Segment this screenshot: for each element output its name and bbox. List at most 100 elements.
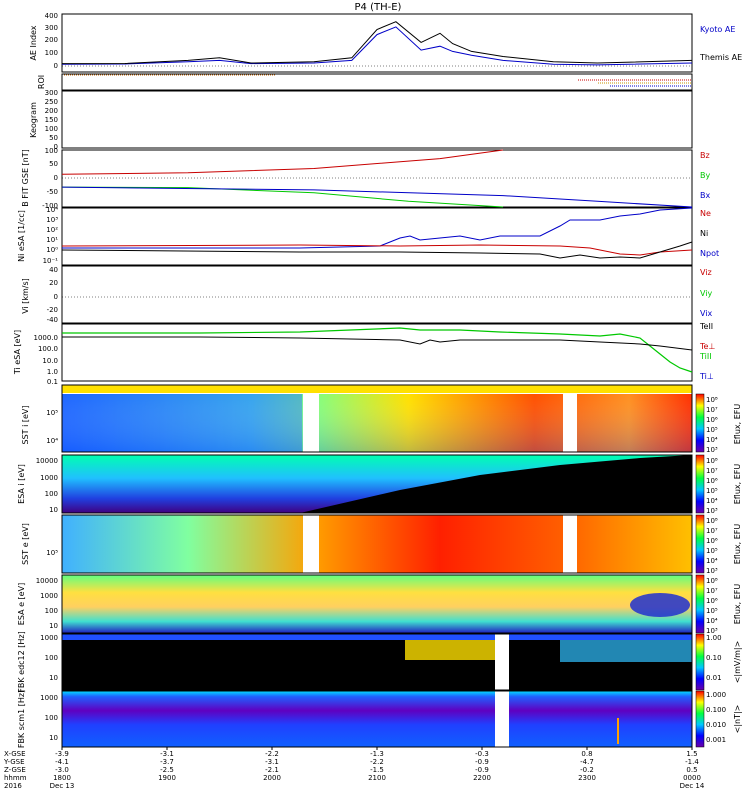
legend-vix: Vix (700, 309, 713, 318)
x-axis-cell: -1.5 (370, 766, 384, 774)
esa-i-ytick: 100 (45, 490, 58, 498)
keo-ytick: 100 (45, 125, 58, 133)
esa-e-cbtick: 10⁵ (706, 607, 718, 615)
legend-bx: Bx (700, 191, 710, 200)
ae-ytick: 400 (45, 12, 58, 20)
fbk1-cbtick: 0.01 (706, 674, 722, 682)
panel-keogram: 300 250 200 150 100 50 0 Keogram (29, 89, 693, 151)
sst-e-cbtick: 10⁶ (706, 537, 718, 545)
sst-e-cbtick: 10⁵ (706, 547, 718, 555)
temp-teII-line (62, 336, 693, 351)
x-axis-cell: 1.5 (686, 750, 697, 758)
x-axis-cell: -3.0 (55, 766, 69, 774)
x-axis-cell: -4.7 (580, 758, 594, 766)
sst-i-ytick: 10⁴ (46, 437, 58, 445)
panel-sst-ions: 10⁵ 10⁴ SST i [eV] 10⁸ 10⁷ 10⁶ 10⁵ 10⁴ 1… (21, 384, 742, 454)
esa-i-ytick: 10 (49, 506, 58, 514)
legend-viy: Viy (700, 289, 713, 298)
fbk2-ytick: 100 (45, 714, 58, 722)
keo-ytick: 200 (45, 107, 58, 115)
x-axis-cell: -2.1 (265, 766, 279, 774)
x-axis-cell: -3.1 (265, 758, 279, 766)
t-ytick: 10.0 (42, 357, 58, 365)
b-series-bx (61, 186, 693, 208)
b-ytick: 0 (54, 174, 58, 182)
esa-e-colorbar (695, 574, 705, 634)
panel-fbk-scm1: 1000 100 10 FBK scm1 [Hz] 1.000 0.100 0.… (17, 690, 742, 748)
esa-i-cbtick: 10⁵ (706, 487, 718, 495)
v-ytick: 20 (49, 279, 58, 287)
x-axis-cell: -1.3 (370, 750, 384, 758)
panel-roi: ROI (37, 73, 693, 91)
sst-i-cbtick: 10⁸ (706, 396, 718, 404)
panel-velocity: 40 20 0 -20 -40 Vi [km/s] Viz Viy Vix (21, 265, 713, 324)
panel-temperature: 1000.0 100.0 10.0 1.0 0.1 Ti eSA [eV] Te… (13, 322, 715, 386)
fbk1-ytick: 100 (45, 654, 58, 662)
x-axis-cell: -2.5 (160, 766, 174, 774)
legend-te-perp: Te⊥ (699, 342, 715, 351)
esa-i-cbtick: 10⁷ (706, 467, 718, 475)
x-axis-cell: -2.2 (370, 758, 384, 766)
fbk1-colorbar (695, 633, 705, 691)
legend-by: By (700, 171, 710, 180)
panel-sst-electrons: 10⁵ SST e [eV] 10⁸ 10⁷ 10⁶ 10⁵ 10⁴ 10³ E… (21, 514, 742, 575)
n-ytick: 10³ (46, 216, 58, 224)
ae-ylabel: AE Index (29, 25, 38, 60)
sst-e-cbtick: 10³ (706, 567, 718, 575)
x-axis-cell: -3.9 (55, 750, 69, 758)
t-ytick: 0.1 (47, 378, 58, 386)
fbk1-cbtick: 1.00 (706, 634, 722, 642)
x-axis-cell: Dec 14 (680, 782, 705, 790)
keo-ytick: 250 (45, 98, 58, 106)
x-axis-cell: 2200 (473, 774, 491, 782)
x-axis-cell: -1.4 (685, 758, 699, 766)
fbk2-cbtick: 0.010 (706, 721, 726, 729)
fbk2-cblabel: <|nT|> (733, 705, 742, 734)
n-ytick: 10¹ (46, 236, 58, 244)
n-ytick: 10⁻¹ (43, 257, 59, 265)
esa-e-ytick: 1000 (40, 592, 58, 600)
legend-kyoto-ae: Kyoto AE (700, 25, 735, 34)
legend-ni: Ni (700, 229, 708, 238)
panel-esa-ions: 10000 1000 100 10 ESA i [eV] 10⁸ 10⁷ 10⁶… (17, 454, 742, 515)
temp-tiII-line (62, 327, 693, 373)
x-axis-cell: Dec 13 (50, 782, 75, 790)
ae-ytick: 300 (45, 24, 58, 32)
b-ytick: 100 (45, 147, 58, 155)
v-ytick: -40 (47, 316, 58, 324)
ae-ytick: 0 (54, 62, 58, 70)
legend-tiII: TiII (699, 352, 712, 361)
t-ylabel: Ti eSA [eV] (13, 330, 22, 375)
legend-npot: Npot (700, 249, 719, 258)
xrow-label: hhmm (4, 774, 27, 782)
keo-ytick: 0 (54, 143, 58, 151)
esa-e-cbtick: 10³ (706, 627, 718, 635)
fbk1-cblabel: <|mV/m|> (733, 641, 742, 684)
esa-i-ylabel: ESA i [eV] (17, 464, 26, 504)
n-ytick: 10⁰ (46, 246, 58, 254)
b-ytick: 50 (49, 160, 58, 168)
density-npot-line (61, 241, 693, 259)
esa-i-cblabel: Eflux, EFU (733, 464, 742, 505)
v-ylabel: Vi [km/s] (21, 278, 30, 314)
sst-i-cbtick: 10³ (706, 446, 718, 454)
esa-e-ytick: 10000 (36, 577, 58, 585)
esa-i-cbtick: 10⁸ (706, 457, 718, 465)
sst-e-cbtick: 10⁷ (706, 527, 718, 535)
esa-i-ytick: 10000 (36, 457, 58, 465)
b-series-group (61, 149, 693, 208)
fbk2-ylabel: FBK scm1 [Hz] (17, 690, 26, 748)
b-ylabel: B FIT GSE [nT] (21, 149, 30, 207)
sst-e-colorbar (695, 514, 705, 574)
esa-i-colorbar (695, 454, 705, 514)
sst-e-cblabel: Eflux, EFU (733, 524, 742, 565)
legend-ti-perp: Ti⊥ (699, 372, 714, 381)
b-ytick: -50 (47, 188, 58, 196)
esa-e-cbtick: 10⁷ (706, 587, 718, 595)
ae-series-kyoto-ae (61, 26, 693, 66)
keogram-ylabel: Keogram (29, 102, 38, 138)
ae-series-themis-ae (61, 21, 693, 65)
esa-i-cbtick: 10⁴ (706, 497, 718, 505)
x-axis-cell: 2100 (368, 774, 386, 782)
